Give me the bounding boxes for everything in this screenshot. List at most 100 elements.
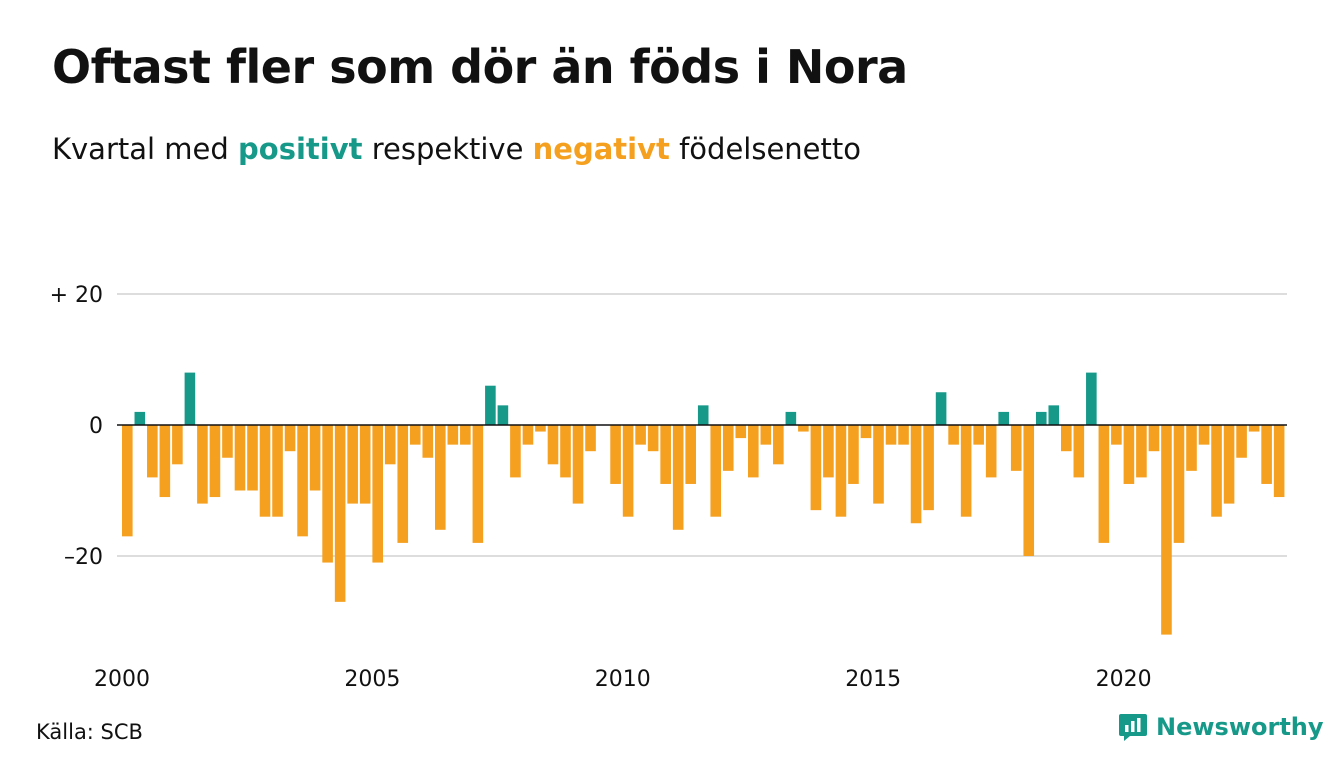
brand-logo[interactable]: Newsworthy	[1118, 712, 1324, 742]
bar-positive	[785, 411, 797, 425]
x-tick-label: 2020	[1096, 667, 1152, 692]
bar-negative	[334, 425, 346, 602]
bar-negative	[359, 425, 371, 504]
bar-negative	[1248, 425, 1260, 432]
bar-negative	[572, 425, 584, 504]
bar-negative	[284, 425, 296, 452]
bar-negative	[1111, 425, 1122, 445]
chart-title: Oftast fler som dör än föds i Nora	[52, 40, 908, 94]
bar-negative	[885, 425, 897, 445]
bar-negative	[547, 425, 559, 465]
bar-negative	[1061, 425, 1072, 452]
x-tick-label: 2015	[845, 667, 901, 692]
bar-negative	[810, 425, 822, 511]
bar-negative	[372, 425, 383, 563]
bar-negative	[647, 425, 659, 452]
bar-negative	[1161, 425, 1172, 635]
bar-negative	[798, 425, 809, 432]
bar-positive	[497, 405, 509, 425]
bar-negative	[259, 425, 271, 517]
bar-negative	[422, 425, 434, 458]
bar-negative	[322, 425, 333, 563]
bar-negative	[1223, 425, 1235, 504]
bar-negative	[1173, 425, 1185, 543]
bar-positive	[184, 372, 196, 425]
bar-negative	[848, 425, 859, 484]
bar-negative	[873, 425, 884, 504]
subtitle-negative-word: negativt	[532, 132, 670, 166]
bar-negative	[159, 425, 171, 498]
subtitle-post: födelsenetto	[679, 132, 861, 166]
bar-negative	[735, 425, 747, 439]
bars	[122, 372, 1285, 635]
bar-negative	[297, 425, 308, 537]
bar-negative	[860, 425, 872, 439]
bar-negative	[948, 425, 959, 445]
bar-negative	[1123, 425, 1135, 484]
y-tick-label: + 20	[50, 283, 103, 308]
bar-negative	[1023, 425, 1035, 556]
bar-positive	[134, 411, 146, 425]
bar-negative	[773, 425, 784, 465]
x-tick-label: 2005	[344, 667, 400, 692]
source-note: Källa: SCB	[36, 720, 143, 744]
bar-positive	[1048, 405, 1060, 425]
bar-positive	[1086, 372, 1097, 425]
bar-negative	[1098, 425, 1110, 543]
bar-negative	[1261, 425, 1272, 484]
bar-negative	[622, 425, 634, 517]
bar-negative	[660, 425, 671, 484]
bar-negative	[460, 425, 471, 445]
bar-negative	[272, 425, 283, 517]
chart-subtitle: Kvartal med positivt respektive negativt…	[52, 132, 861, 166]
bar-negative	[923, 425, 934, 511]
bar-negative	[1211, 425, 1222, 517]
brand-name: Newsworthy	[1156, 713, 1324, 741]
bar-negative	[1198, 425, 1210, 445]
bar-negative	[560, 425, 571, 478]
bar-negative	[1136, 425, 1147, 478]
bar-negative	[985, 425, 997, 478]
bar-negative	[435, 425, 446, 530]
bar-negative	[510, 425, 521, 478]
y-tick-label: –20	[64, 545, 103, 570]
bar-negative	[209, 425, 221, 498]
bar-negative	[685, 425, 696, 484]
bar-negative	[535, 425, 546, 432]
bar-negative	[710, 425, 722, 517]
bar-negative	[197, 425, 208, 504]
bar-chart: + 20 0 –20 2000 2005 2010 2015 2020	[50, 283, 1287, 692]
bar-negative	[973, 425, 984, 445]
bar-negative	[823, 425, 834, 478]
grid-lines	[117, 293, 1287, 557]
y-tick-label: 0	[89, 414, 103, 439]
x-tick-label: 2000	[94, 667, 150, 692]
bar-negative	[447, 425, 459, 445]
bar-negative	[397, 425, 409, 543]
bar-negative	[910, 425, 922, 524]
subtitle-pre: Kvartal med	[52, 132, 229, 166]
bar-negative	[760, 425, 772, 445]
bar-negative	[234, 425, 246, 491]
bar-negative	[122, 425, 133, 537]
bar-negative	[1273, 425, 1285, 498]
bar-positive	[998, 411, 1009, 425]
bar-negative	[522, 425, 534, 445]
bar-negative	[960, 425, 972, 517]
bar-negative	[585, 425, 596, 452]
bar-negative	[1236, 425, 1247, 458]
subtitle-middle: respektive	[371, 132, 524, 166]
subtitle-positive-word: positivt	[238, 132, 363, 166]
bar-negative	[835, 425, 847, 517]
bar-negative	[722, 425, 734, 471]
y-axis-ticks: + 20 0 –20	[50, 283, 103, 570]
bar-negative	[409, 425, 421, 445]
bar-negative	[309, 425, 321, 491]
bar-negative	[635, 425, 646, 445]
bar-negative	[610, 425, 621, 484]
bar-negative	[672, 425, 684, 530]
bar-negative	[748, 425, 759, 478]
bar-negative	[147, 425, 158, 478]
bar-positive	[485, 385, 496, 425]
bar-negative	[172, 425, 183, 465]
